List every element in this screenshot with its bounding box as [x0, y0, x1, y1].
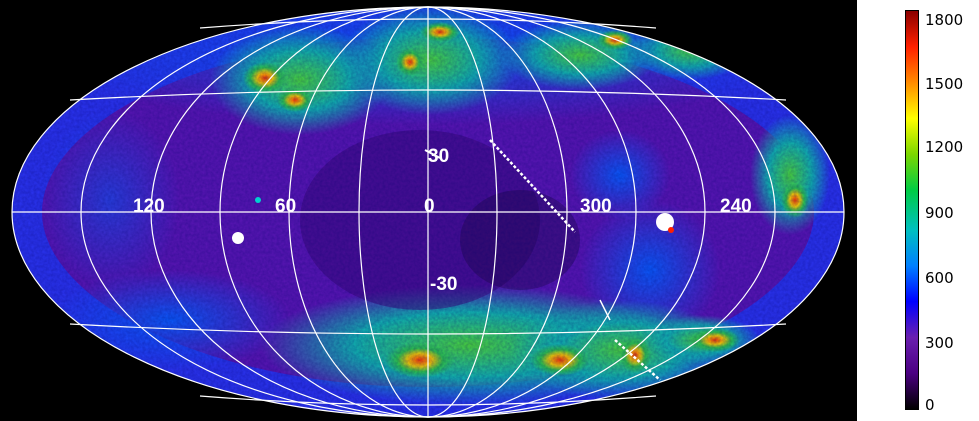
lat-label-30: 30: [428, 146, 449, 167]
colorbar-tick-1800: 1800: [925, 11, 964, 29]
lon-label-240: 240: [720, 196, 752, 217]
colorbar: [905, 10, 919, 410]
colorbar-tick-1200: 1200: [925, 138, 964, 156]
colorbar-tick-1500: 1500: [925, 75, 964, 93]
colorbar-tick-600: 600: [925, 269, 954, 287]
sky-map: 120 60 0 300 240 30 -30: [0, 0, 857, 421]
lat-label-minus-30: -30: [430, 274, 457, 295]
point-source: [232, 232, 244, 244]
colorbar-tick-0: 0: [925, 396, 935, 414]
lon-label-0: 0: [424, 196, 435, 217]
lon-label-300: 300: [580, 196, 612, 217]
coordinate-grid: [11, 6, 845, 418]
sky-map-canvas: 120 60 0 300 240 30 -30: [11, 6, 845, 418]
lon-label-60: 60: [275, 196, 296, 217]
point-source: [656, 213, 674, 231]
lon-label-120: 120: [133, 196, 165, 217]
colorbar-tick-900: 900: [925, 204, 954, 222]
grid-labels: 120 60 0 300 240 30 -30: [133, 146, 752, 295]
masked-streak: [614, 339, 661, 381]
colorbar-tick-300: 300: [925, 334, 954, 352]
masked-streak: [489, 139, 576, 233]
